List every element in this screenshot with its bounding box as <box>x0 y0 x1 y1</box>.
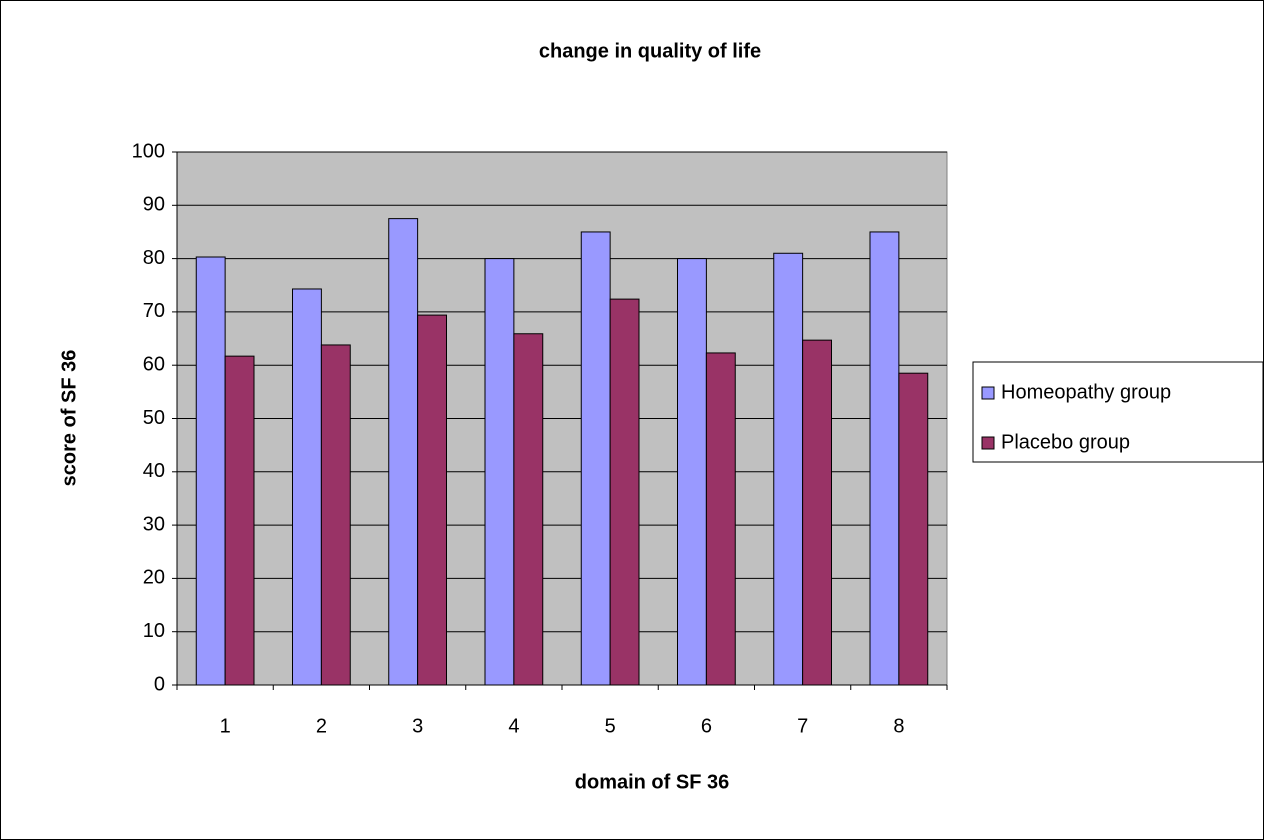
bar <box>195 256 226 686</box>
bar <box>224 355 255 686</box>
bar <box>609 298 640 686</box>
x-tick-label: 4 <box>508 715 519 737</box>
y-tick-label: 70 <box>143 300 165 322</box>
bar <box>513 333 544 686</box>
y-tick-label: 0 <box>154 673 165 695</box>
y-tick-label: 30 <box>143 513 165 535</box>
y-tick-label: 60 <box>143 353 165 375</box>
bar <box>580 231 611 686</box>
bar <box>677 258 707 686</box>
legend-label: Homeopathy group <box>1001 381 1171 403</box>
x-tick-label: 3 <box>412 715 423 737</box>
bar <box>802 339 832 686</box>
legend-swatch <box>981 436 995 450</box>
x-tick-label: 8 <box>893 715 904 737</box>
y-tick-label: 80 <box>143 247 165 269</box>
y-tick-label: 10 <box>143 620 165 642</box>
bar <box>417 314 447 686</box>
y-tick-label: 50 <box>143 407 165 429</box>
legend-box <box>972 361 1264 463</box>
bar <box>898 372 929 686</box>
y-tick-label: 100 <box>132 140 165 162</box>
x-tick-label: 6 <box>701 715 712 737</box>
legend-swatch <box>981 386 995 400</box>
bar <box>705 352 736 686</box>
x-tick-label: 1 <box>220 715 231 737</box>
bar <box>320 344 351 686</box>
x-axis-label: domain of SF 36 <box>575 771 729 793</box>
x-tick-label: 5 <box>605 715 616 737</box>
bar <box>388 218 419 686</box>
y-tick-label: 90 <box>143 194 165 216</box>
bar <box>484 258 515 686</box>
chart-title: change in quality of life <box>539 40 761 62</box>
bar <box>869 231 900 686</box>
x-tick-label: 2 <box>316 715 327 737</box>
y-axis-label: score of SF 36 <box>58 350 80 487</box>
bar <box>292 288 322 686</box>
bar <box>773 252 804 686</box>
y-tick-label: 40 <box>143 460 165 482</box>
legend-label: Placebo group <box>1001 431 1130 453</box>
x-tick-label: 7 <box>797 715 808 737</box>
y-tick-label: 20 <box>143 567 165 589</box>
